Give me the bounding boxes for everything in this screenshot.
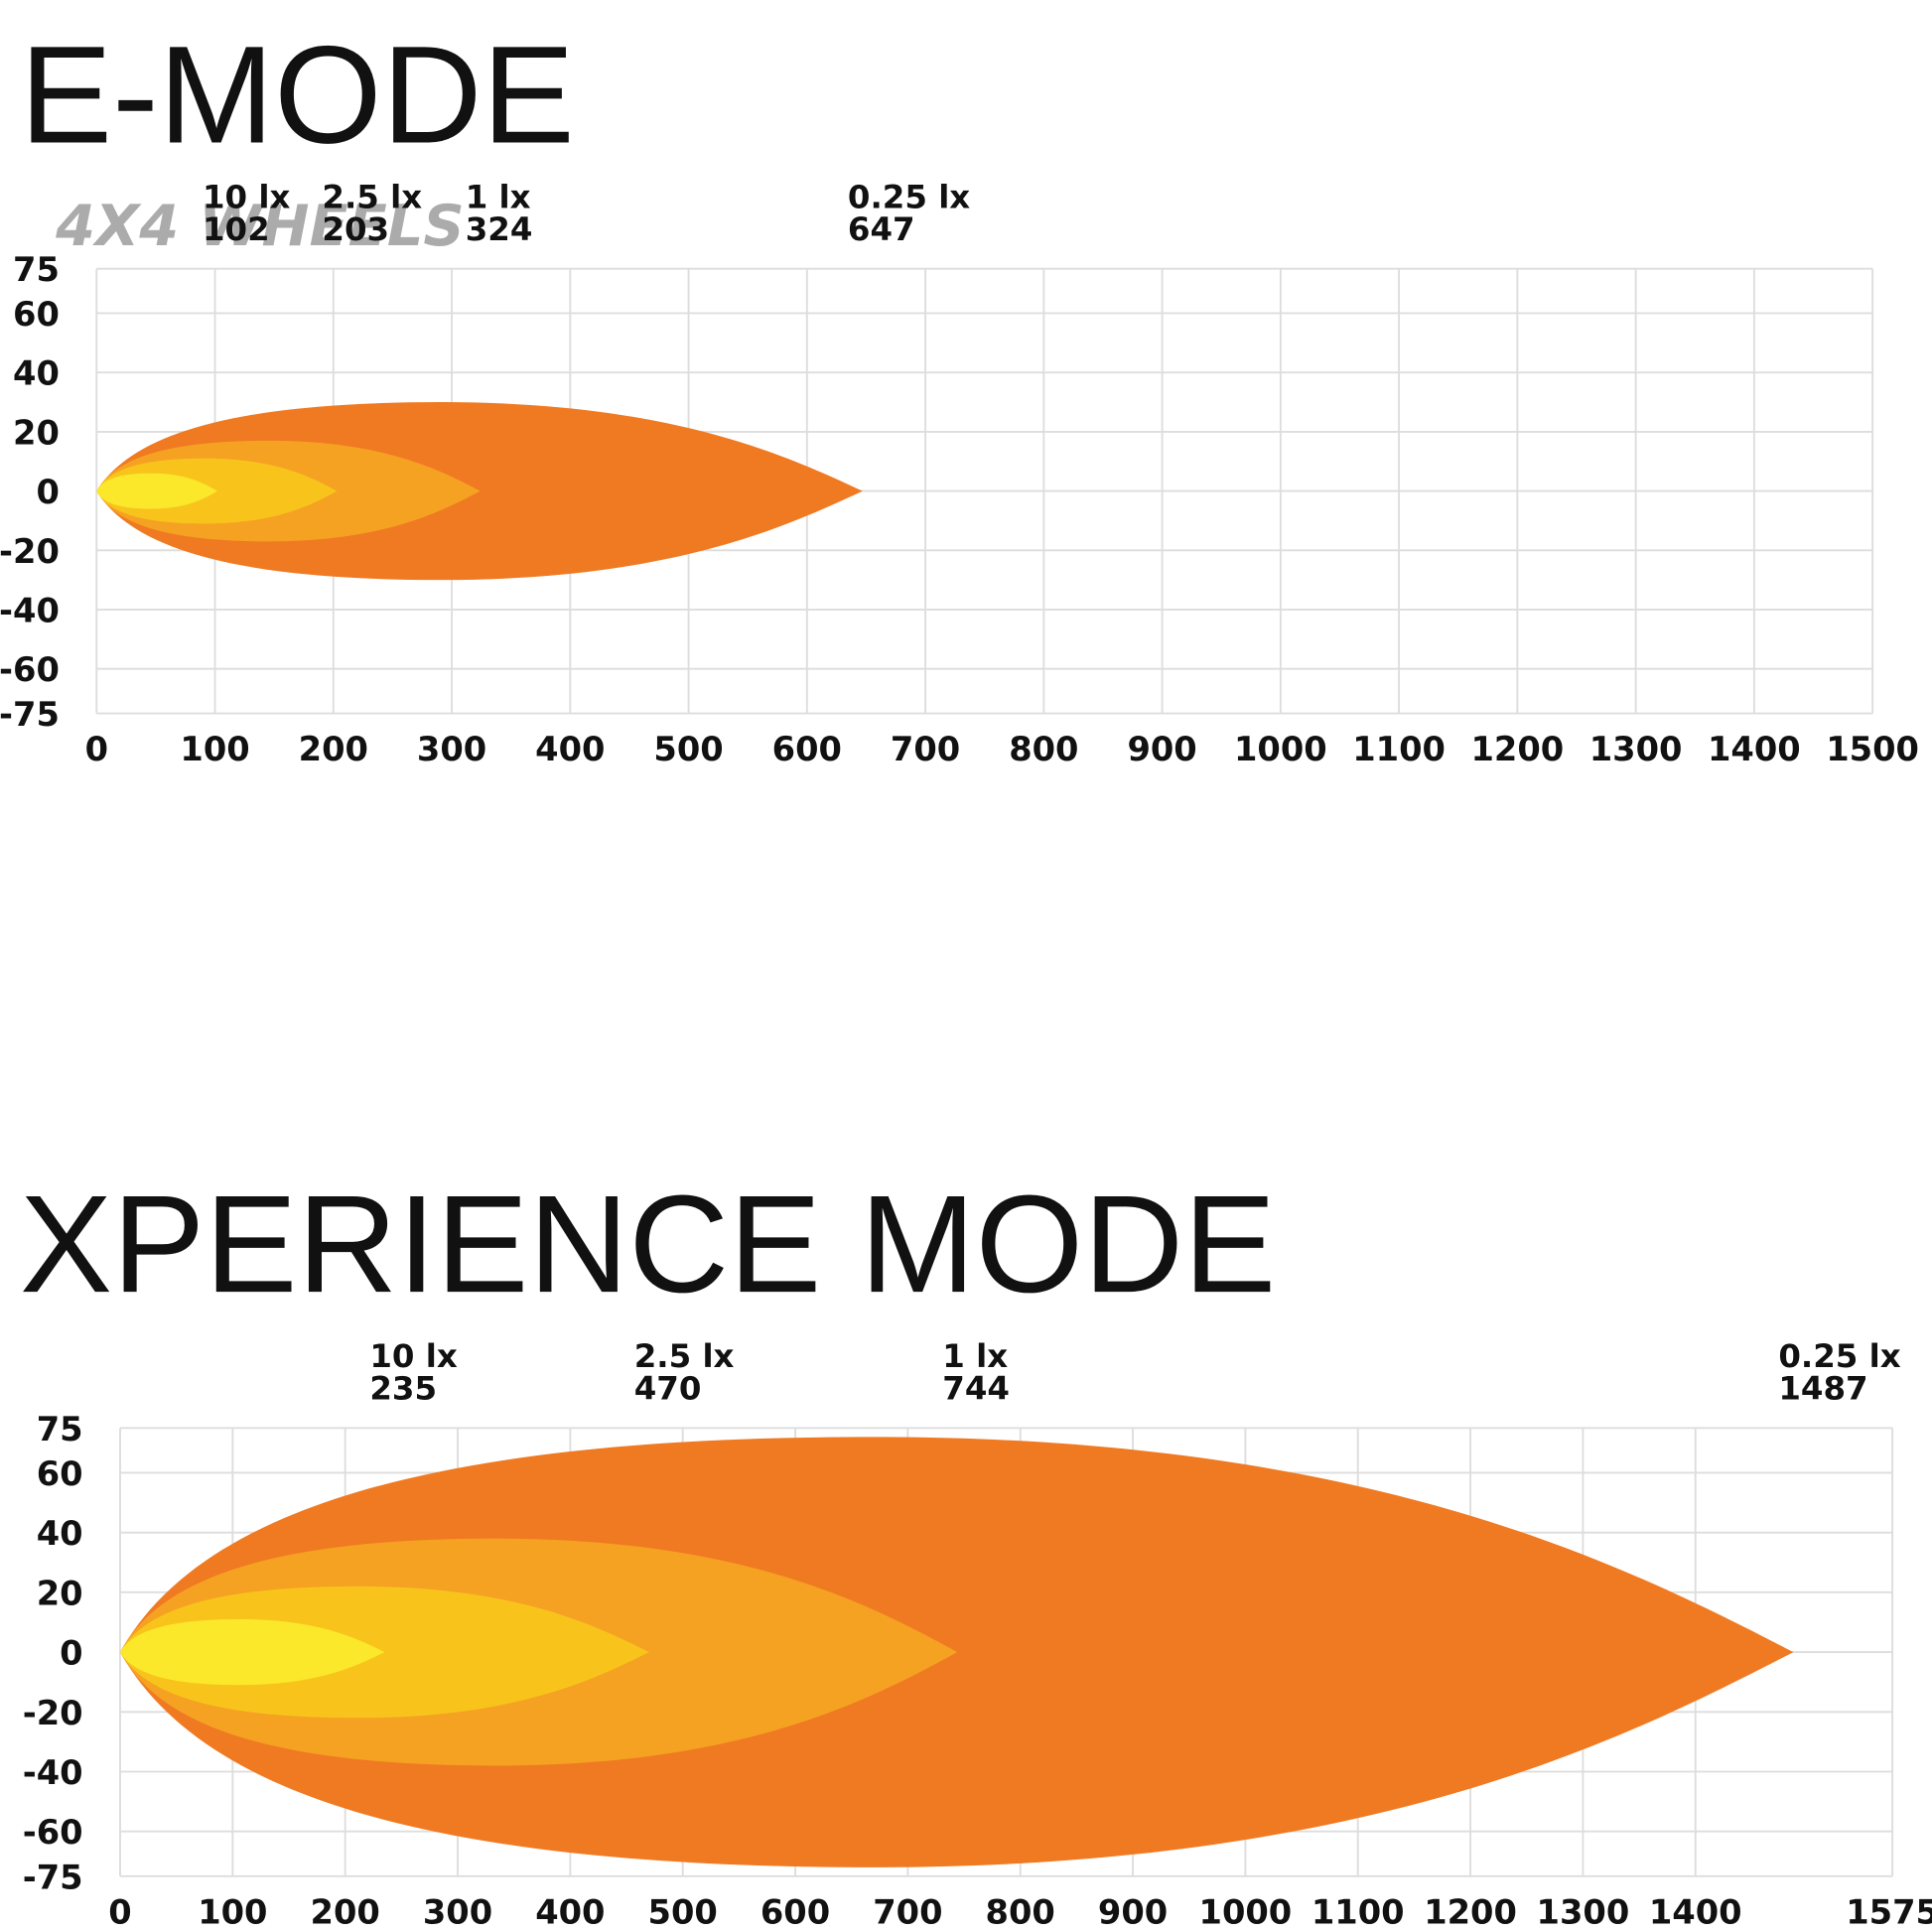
y-tick-label: -60 <box>0 650 60 689</box>
x-tick-label: 0 <box>85 730 108 768</box>
y-tick-label: 40 <box>13 354 60 393</box>
zone-distance: 744 <box>942 1370 1010 1408</box>
y-tick-label: 40 <box>37 1514 83 1553</box>
x-tick-label: 500 <box>648 1892 718 1931</box>
x-tick-label: 0 <box>108 1892 131 1931</box>
x-tick-label: 800 <box>986 1892 1055 1931</box>
x-tick-label: 1000 <box>1234 730 1327 768</box>
zone-distance: 235 <box>369 1370 437 1408</box>
zone-label: 0.25 lx <box>848 179 970 216</box>
zone-label: 1 lx <box>942 1337 1008 1375</box>
x-tick-label: 200 <box>311 1892 380 1931</box>
x-tick-label: 800 <box>1009 730 1078 768</box>
y-tick-label: -40 <box>23 1753 83 1792</box>
x-tick-label: 200 <box>299 730 368 768</box>
x-tick-label: 1300 <box>1537 1892 1630 1931</box>
zone-distance: 203 <box>322 210 389 248</box>
zone-distance: 647 <box>848 210 915 248</box>
x-tick-label: 700 <box>873 1892 942 1931</box>
zone-distance: 324 <box>466 210 533 248</box>
x-tick-label: 600 <box>772 730 842 768</box>
beam-zone <box>96 473 217 509</box>
x-tick-label: 300 <box>423 1892 492 1931</box>
x-tick-label: 1000 <box>1199 1892 1293 1931</box>
x-tick-label: 900 <box>1098 1892 1168 1931</box>
chart-title: XPERIENCE MODE <box>20 1167 1276 1321</box>
x-tick-label: 1400 <box>1649 1892 1742 1931</box>
y-tick-label: 20 <box>13 413 60 452</box>
y-tick-label: 20 <box>37 1574 83 1612</box>
x-tick-label: 900 <box>1127 730 1196 768</box>
y-tick-label: 60 <box>37 1454 83 1493</box>
y-tick-label: -75 <box>23 1858 83 1896</box>
zone-label: 2.5 lx <box>322 179 422 216</box>
x-tick-label: 1200 <box>1424 1892 1517 1931</box>
y-tick-label: 75 <box>13 250 60 289</box>
x-tick-label: 1100 <box>1311 1892 1405 1931</box>
y-tick-label: -40 <box>0 592 60 630</box>
zone-label: 10 lx <box>203 179 291 216</box>
x-tick-label: 300 <box>417 730 486 768</box>
x-tick-label: 600 <box>760 1892 830 1931</box>
x-tick-label: 1575 <box>1846 1892 1932 1931</box>
x-tick-label: 1400 <box>1708 730 1801 768</box>
x-tick-label: 100 <box>198 1892 267 1931</box>
chart-title: E-MODE <box>20 17 575 172</box>
zone-label: 0.25 lx <box>1778 1337 1900 1375</box>
zone-distance: 1487 <box>1778 1370 1867 1408</box>
watermark: 4X4 WHEELS <box>55 193 465 259</box>
zone-distance: 470 <box>634 1370 702 1408</box>
x-tick-label: 700 <box>891 730 960 768</box>
x-tick-label: 1200 <box>1470 730 1564 768</box>
y-tick-label: 0 <box>60 1634 82 1673</box>
zone-label: 10 lx <box>369 1337 458 1375</box>
zone-label: 1 lx <box>466 179 531 216</box>
y-tick-label: -75 <box>0 695 60 734</box>
zone-label: 2.5 lx <box>634 1337 735 1375</box>
y-tick-label: 75 <box>37 1410 83 1449</box>
y-tick-label: 60 <box>13 295 60 334</box>
x-tick-label: 500 <box>653 730 723 768</box>
x-tick-label: 400 <box>535 1892 605 1931</box>
x-tick-label: 400 <box>535 730 605 768</box>
zone-distance: 102 <box>203 210 270 248</box>
y-tick-label: -20 <box>23 1694 83 1732</box>
x-tick-label: 1100 <box>1352 730 1446 768</box>
beam-zone <box>120 1618 385 1686</box>
y-tick-label: 0 <box>36 473 59 511</box>
x-tick-label: 100 <box>180 730 249 768</box>
x-tick-label: 1300 <box>1589 730 1683 768</box>
y-tick-label: -20 <box>0 532 60 571</box>
y-tick-label: -60 <box>23 1813 83 1852</box>
x-tick-label: 1500 <box>1826 730 1919 768</box>
